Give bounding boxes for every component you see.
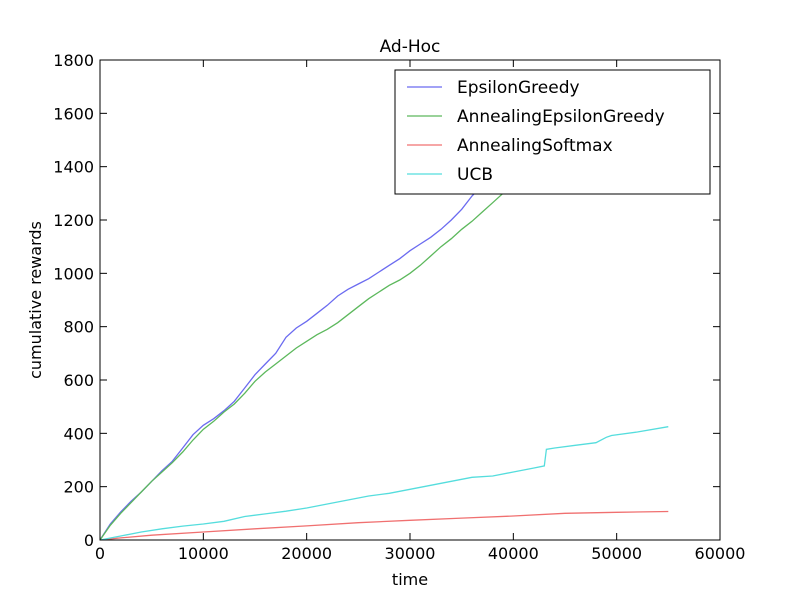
y-tick-label: 200 bbox=[63, 478, 94, 497]
y-tick-label: 800 bbox=[63, 318, 94, 337]
legend-label: EpsilonGreedy bbox=[457, 78, 580, 98]
legend-label: UCB bbox=[457, 165, 493, 185]
series-line-annealing-epsilon-greedy bbox=[100, 192, 504, 540]
y-tick-label: 400 bbox=[63, 424, 94, 443]
y-tick-label: 600 bbox=[63, 371, 94, 390]
y-tick-label: 1200 bbox=[53, 211, 94, 230]
legend: EpsilonGreedy AnnealingEpsilonGreedy Annea… bbox=[394, 69, 711, 195]
y-axis-label: cumulative rewards bbox=[26, 221, 45, 379]
legend-label: AnnealingSoftmax bbox=[457, 136, 613, 156]
y-tick-label: 1800 bbox=[53, 51, 94, 70]
y-tick-label: 1400 bbox=[53, 158, 94, 177]
series-line-annealing-softmax bbox=[100, 510, 669, 540]
series-line-epsilon-greedy bbox=[100, 184, 483, 540]
axes: 0 10000 20000 30000 40000 50000 60000 0 200 400 60… bbox=[53, 51, 745, 563]
legend-label: AnnealingEpsilonGreedy bbox=[457, 107, 665, 127]
chart-title: Ad-Hoc bbox=[380, 37, 441, 57]
x-tick-label: 10000 bbox=[178, 544, 229, 563]
y-tick-label: 0 bbox=[84, 531, 94, 550]
series-line-ucb bbox=[100, 426, 669, 540]
x-tick-label: 0 bbox=[95, 544, 105, 563]
x-tick-label: 40000 bbox=[488, 544, 539, 563]
legend-box bbox=[394, 69, 711, 195]
x-tick-label: 30000 bbox=[385, 544, 436, 563]
x-tick-label: 60000 bbox=[695, 544, 746, 563]
y-tick-label: 1000 bbox=[53, 264, 94, 283]
y-tick-label: 1600 bbox=[53, 104, 94, 123]
x-axis-label: time bbox=[392, 570, 428, 589]
x-tick-label: 50000 bbox=[591, 544, 642, 563]
x-tick-label: 20000 bbox=[281, 544, 332, 563]
series-layer bbox=[100, 184, 669, 540]
